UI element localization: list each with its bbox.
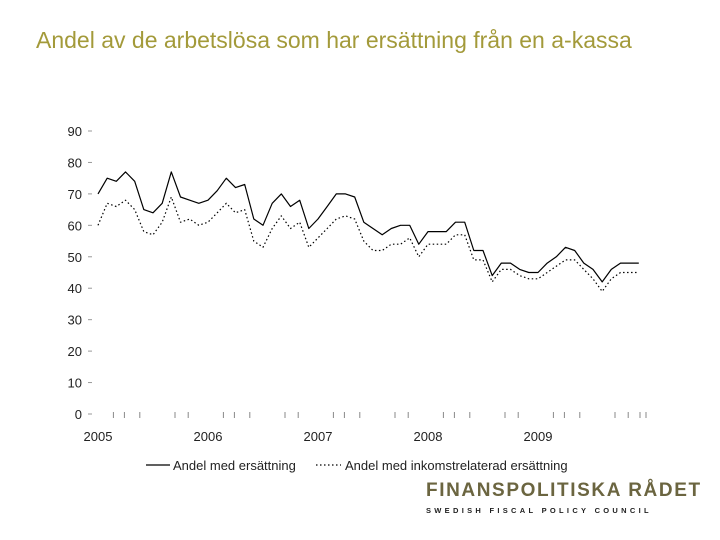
legend: Andel med ersättning Andel med inkomstre… (146, 458, 568, 473)
x-tick-label: 2006 (194, 429, 223, 444)
y-axis: 0 10 20 30 40 50 60 70 80 90 (68, 124, 92, 422)
y-tick-label: 0 (75, 407, 82, 422)
x-axis: 2005 2006 2007 2008 2009 (84, 412, 647, 444)
logo-name: FINANSPOLITISKA RÅDET (426, 480, 702, 501)
y-tick-label: 80 (68, 155, 82, 170)
y-tick-label: 30 (68, 313, 82, 328)
series-layer (97, 171, 639, 292)
y-tick-label: 50 (68, 250, 82, 265)
x-tick-label: 2008 (414, 429, 443, 444)
y-tick-label: 90 (68, 124, 82, 139)
logo: FINANSPOLITISKA RÅDET SWEDISH FISCAL POL… (426, 480, 706, 515)
x-tick-label: 2005 (84, 429, 113, 444)
legend-label-series-2: Andel med inkomstrelaterad ersättning (345, 458, 568, 473)
logo-subtitle: SWEDISH FISCAL POLICY COUNCIL (426, 506, 652, 515)
y-tick-label: 20 (68, 344, 82, 359)
series-line-2 (97, 196, 639, 292)
x-tick-label: 2009 (524, 429, 553, 444)
y-tick-label: 70 (68, 187, 82, 202)
x-tick-label: 2007 (304, 429, 333, 444)
slide-title: Andel av de arbetslösa som har ersättnin… (36, 27, 632, 53)
y-tick-label: 10 (68, 376, 82, 391)
series-line-1 (97, 171, 639, 283)
y-tick-label: 40 (68, 281, 82, 296)
legend-label-series-1: Andel med ersättning (173, 458, 296, 473)
y-tick-label: 60 (68, 218, 82, 233)
